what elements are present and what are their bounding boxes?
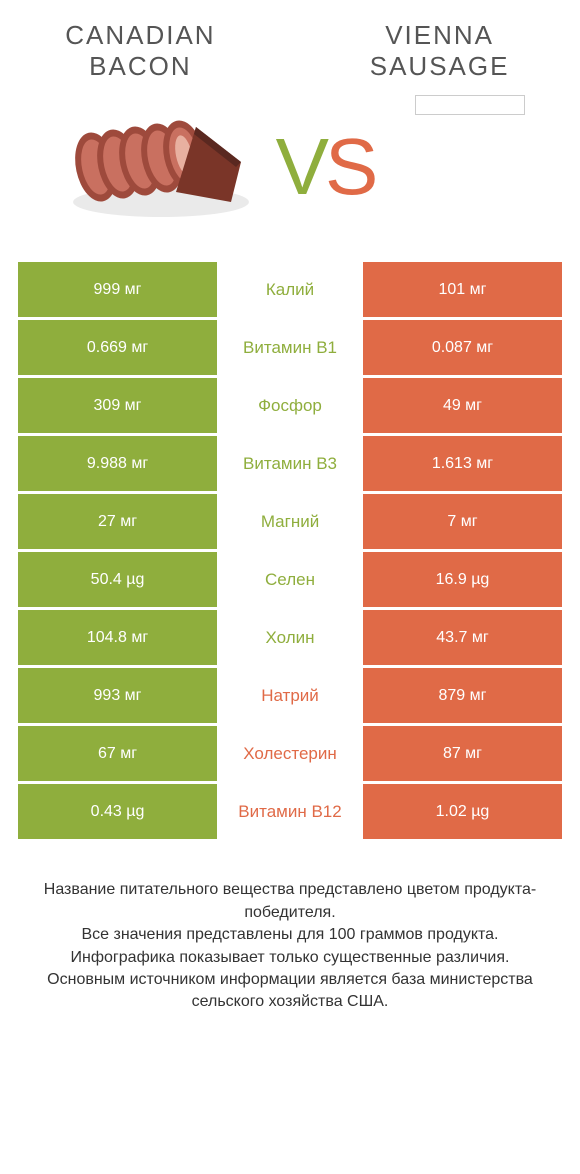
value-right: 7 мг	[363, 494, 562, 549]
table-row: 999 мгКалий101 мг	[18, 262, 562, 317]
nutrient-label: Витамин B12	[220, 784, 360, 839]
value-left: 0.43 µg	[18, 784, 217, 839]
value-left: 27 мг	[18, 494, 217, 549]
header: CANADIAN BACON VIENNA SAUSAGE	[18, 20, 562, 82]
vs-v: V	[276, 122, 325, 211]
nutrient-label: Витамин B1	[220, 320, 360, 375]
nutrient-label: Фосфор	[220, 378, 360, 433]
value-right: 87 мг	[363, 726, 562, 781]
footer-line: Инфографика показывает только существенн…	[23, 947, 557, 969]
footer-notes: Название питательного вещества представл…	[18, 879, 562, 1013]
value-right: 43.7 мг	[363, 610, 562, 665]
title-right: VIENNA SAUSAGE	[317, 20, 562, 82]
value-right: 0.087 мг	[363, 320, 562, 375]
value-left: 104.8 мг	[18, 610, 217, 665]
comparison-table: 999 мгКалий101 мг0.669 мгВитамин B10.087…	[18, 262, 562, 839]
value-left: 993 мг	[18, 668, 217, 723]
value-right: 1.613 мг	[363, 436, 562, 491]
table-row: 67 мгХолестерин87 мг	[18, 726, 562, 781]
title-left: CANADIAN BACON	[18, 20, 263, 82]
value-right: 16.9 µg	[363, 552, 562, 607]
vs-s: S	[325, 122, 374, 211]
value-right: 49 мг	[363, 378, 562, 433]
value-right: 1.02 µg	[363, 784, 562, 839]
nutrient-label: Магний	[220, 494, 360, 549]
image-placeholder	[415, 95, 525, 115]
table-row: 309 мгФосфор49 мг	[18, 378, 562, 433]
value-right: 101 мг	[363, 262, 562, 317]
value-left: 309 мг	[18, 378, 217, 433]
nutrient-label: Натрий	[220, 668, 360, 723]
nutrient-label: Калий	[220, 262, 360, 317]
footer-line: Название питательного вещества представл…	[23, 879, 557, 924]
vs-text: VS	[276, 121, 375, 213]
footer-line: Основным источником информации является …	[23, 969, 557, 1014]
value-left: 50.4 µg	[18, 552, 217, 607]
nutrient-label: Витамин B3	[220, 436, 360, 491]
vs-row: VS	[18, 112, 562, 222]
value-left: 0.669 мг	[18, 320, 217, 375]
table-row: 993 мгНатрий879 мг	[18, 668, 562, 723]
table-row: 27 мгМагний7 мг	[18, 494, 562, 549]
value-left: 67 мг	[18, 726, 217, 781]
table-row: 104.8 мгХолин43.7 мг	[18, 610, 562, 665]
nutrient-label: Холестерин	[220, 726, 360, 781]
value-left: 999 мг	[18, 262, 217, 317]
nutrient-label: Холин	[220, 610, 360, 665]
table-row: 0.43 µgВитамин B121.02 µg	[18, 784, 562, 839]
footer-line: Все значения представлены для 100 граммо…	[23, 924, 557, 946]
nutrient-label: Селен	[220, 552, 360, 607]
value-left: 9.988 мг	[18, 436, 217, 491]
table-row: 0.669 мгВитамин B10.087 мг	[18, 320, 562, 375]
table-row: 9.988 мгВитамин B31.613 мг	[18, 436, 562, 491]
table-row: 50.4 µgСелен16.9 µg	[18, 552, 562, 607]
bacon-image	[66, 112, 256, 222]
value-right: 879 мг	[363, 668, 562, 723]
